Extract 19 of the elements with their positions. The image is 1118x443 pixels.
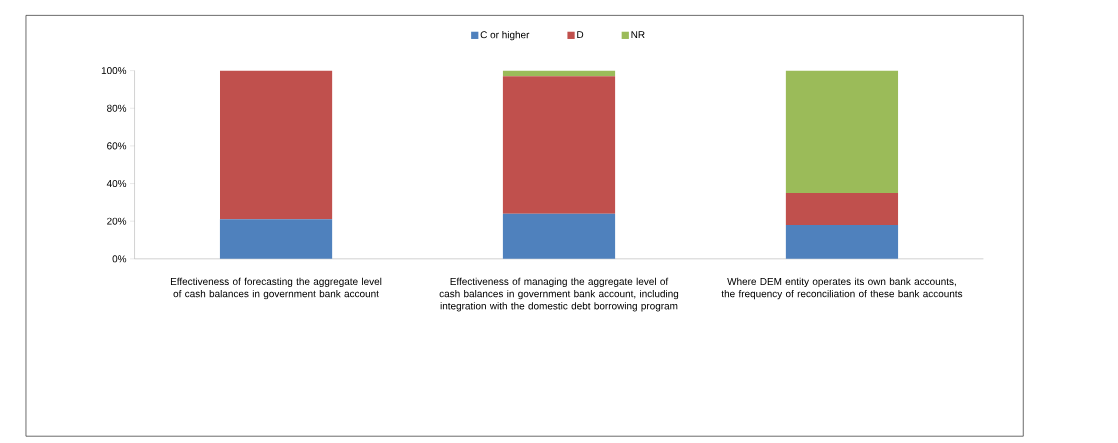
bar: [219, 219, 333, 260]
x-tick-label: Where DEM entity operates its own bank accounts, the frequency of reconciliation of these bank accounts: [721, 277, 963, 300]
y-tick-label: 40%: [106, 180, 127, 188]
y-tick-label: 0%: [112, 255, 127, 263]
y-tick-label: 80%: [107, 104, 127, 112]
bar: [785, 193, 899, 226]
y-tick-label: 60%: [107, 142, 127, 150]
bar: [785, 225, 899, 260]
legend-label: NR: [631, 31, 645, 39]
y-tick-label: 100%: [101, 67, 127, 75]
y-tick-label: 20%: [107, 217, 127, 225]
x-tick-label: Effectiveness of forecasting the aggregate level of cash balances in government bank account: [170, 277, 382, 300]
legend-label: C or higher: [480, 31, 530, 41]
bar: [219, 70, 333, 220]
bar: [502, 76, 616, 214]
legend-label: D: [577, 31, 584, 39]
bar: [502, 213, 616, 260]
bar: [785, 70, 899, 194]
x-tick-label: Effectiveness of managing the aggregate level of cash balances in government bank account, including integration with the domestic debt borrowing program: [439, 277, 679, 312]
